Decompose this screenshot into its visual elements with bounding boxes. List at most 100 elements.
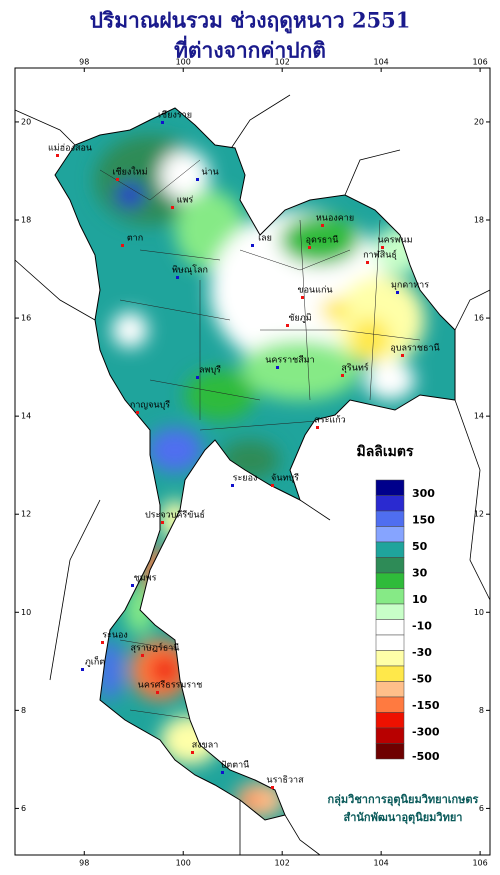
province-label: ภูเก็ต — [85, 655, 105, 668]
province-label: ขอนแก่น — [297, 286, 332, 296]
station-dot — [116, 178, 119, 181]
y-tick-label: 20 — [474, 117, 484, 126]
province-label: พิษณุโลก — [172, 265, 208, 276]
legend-swatch — [375, 727, 405, 744]
station-dot — [321, 224, 324, 227]
province-label: นราธิวาส — [266, 775, 304, 786]
y-tick-label: 10 — [21, 608, 31, 617]
station-dot — [366, 261, 369, 264]
y-tick-label: 6 — [21, 804, 26, 813]
province-label: กาฬสินธุ์ — [363, 249, 397, 261]
station-dot — [401, 354, 404, 357]
station-dot — [121, 244, 124, 247]
legend-swatch — [375, 619, 405, 636]
station-dot — [191, 751, 194, 754]
legend-swatch — [375, 681, 405, 698]
station-dot — [176, 276, 179, 279]
y-tick-label: 16 — [474, 314, 484, 323]
legend-swatch — [375, 588, 405, 605]
credit: สำนักพัฒนาอุตุนิยมวิทยา — [344, 811, 463, 825]
station-dot — [381, 246, 384, 249]
station-dot — [161, 121, 164, 124]
province-label: นครศรีธรรมราช — [138, 680, 203, 691]
y-tick-label: 18 — [21, 216, 31, 225]
province-label: มุกดาหาร — [391, 281, 429, 291]
province-label: เชียงใหม่ — [112, 167, 147, 178]
legend-swatch — [375, 495, 405, 512]
legend-swatch — [375, 510, 405, 527]
station-dot — [271, 484, 274, 487]
province-label: สงขลา — [192, 741, 219, 751]
y-tick-label: 14 — [21, 412, 31, 421]
legend-label: 50 — [412, 540, 428, 553]
station-dot — [308, 246, 311, 249]
province-label: กาญจนบุรี — [130, 400, 170, 411]
legend-swatch — [375, 603, 405, 620]
station-dot — [286, 324, 289, 327]
x-tick-label: 102 — [275, 859, 290, 868]
legend-swatch — [375, 634, 405, 651]
station-dot — [276, 366, 279, 369]
legend-swatch — [375, 557, 405, 574]
y-tick-label: 8 — [21, 706, 26, 715]
station-dot — [251, 244, 254, 247]
province-label: แม่ฮ่องสอน — [48, 144, 92, 154]
station-dot — [196, 376, 199, 379]
y-tick-label: 8 — [479, 706, 484, 715]
legend-label: -30 — [412, 646, 432, 659]
province-borders — [99, 159, 421, 721]
x-tick-label: 100 — [176, 859, 191, 868]
province-label: ปัตตานี — [221, 760, 250, 771]
y-tick-label: 16 — [21, 314, 31, 323]
x-tick-label: 102 — [275, 58, 290, 67]
station-dot — [301, 296, 304, 299]
province-label: อุบลราชธานี — [390, 343, 439, 354]
legend-label: 300 — [412, 487, 435, 500]
legend-swatch — [375, 572, 405, 589]
legend-swatch — [375, 526, 405, 543]
station-dot — [316, 426, 319, 429]
legend-label: -500 — [412, 750, 440, 763]
province-label: สุราษฎร์ธานี — [131, 642, 180, 654]
legend-label: -300 — [412, 726, 440, 739]
y-tick-label: 20 — [21, 117, 31, 126]
province-label: หนองคาย — [316, 214, 354, 224]
y-tick-label: 18 — [474, 216, 484, 225]
legend-label: 10 — [412, 593, 428, 606]
province-label: ระนอง — [102, 631, 128, 641]
province-label: ชุมพร — [134, 574, 157, 584]
legend-swatch — [375, 712, 405, 729]
legend-swatch — [375, 696, 405, 713]
y-tick-label: 10 — [474, 608, 484, 617]
province-label: จันทบุรี — [271, 473, 299, 484]
province-label: นครราชสีมา — [265, 355, 314, 366]
province-label: ลพบุรี — [199, 365, 221, 376]
x-tick-label: 100 — [176, 58, 191, 67]
legend-label: -10 — [412, 620, 432, 633]
province-label: ประจวบคีรีขันธ์ — [145, 509, 205, 521]
neighbor-borders — [14, 94, 491, 856]
station-dot — [171, 206, 174, 209]
x-tick-label: 104 — [374, 859, 389, 868]
province-label: ตาก — [127, 234, 143, 244]
legend-swatch — [375, 665, 405, 682]
province-label: แพร่ — [177, 196, 194, 206]
province-label: ชัยภูมิ — [288, 313, 311, 324]
legend-swatch — [375, 541, 405, 558]
province-label: นครพนม — [377, 236, 412, 246]
legend-label: -150 — [412, 699, 440, 712]
station-dot — [141, 654, 144, 657]
legend-swatch — [375, 743, 405, 760]
x-tick-label: 98 — [79, 58, 89, 67]
credit: กลุ่มวิชาการอุตุนิยมวิทยาเกษตร — [328, 793, 479, 807]
title: ปริมาณฝนรวม ช่วงฤดูหนาว 2551 — [90, 8, 411, 35]
province-label: สุรินทร์ — [341, 362, 368, 374]
x-tick-label: 106 — [472, 58, 487, 67]
y-tick-label: 12 — [474, 510, 484, 519]
station-dot — [396, 291, 399, 294]
station-dot — [81, 668, 84, 671]
province-label: น่าน — [201, 168, 218, 178]
subtitle: ที่ต่างจากค่าปกติ — [174, 35, 326, 63]
legend-label: 150 — [412, 514, 435, 527]
